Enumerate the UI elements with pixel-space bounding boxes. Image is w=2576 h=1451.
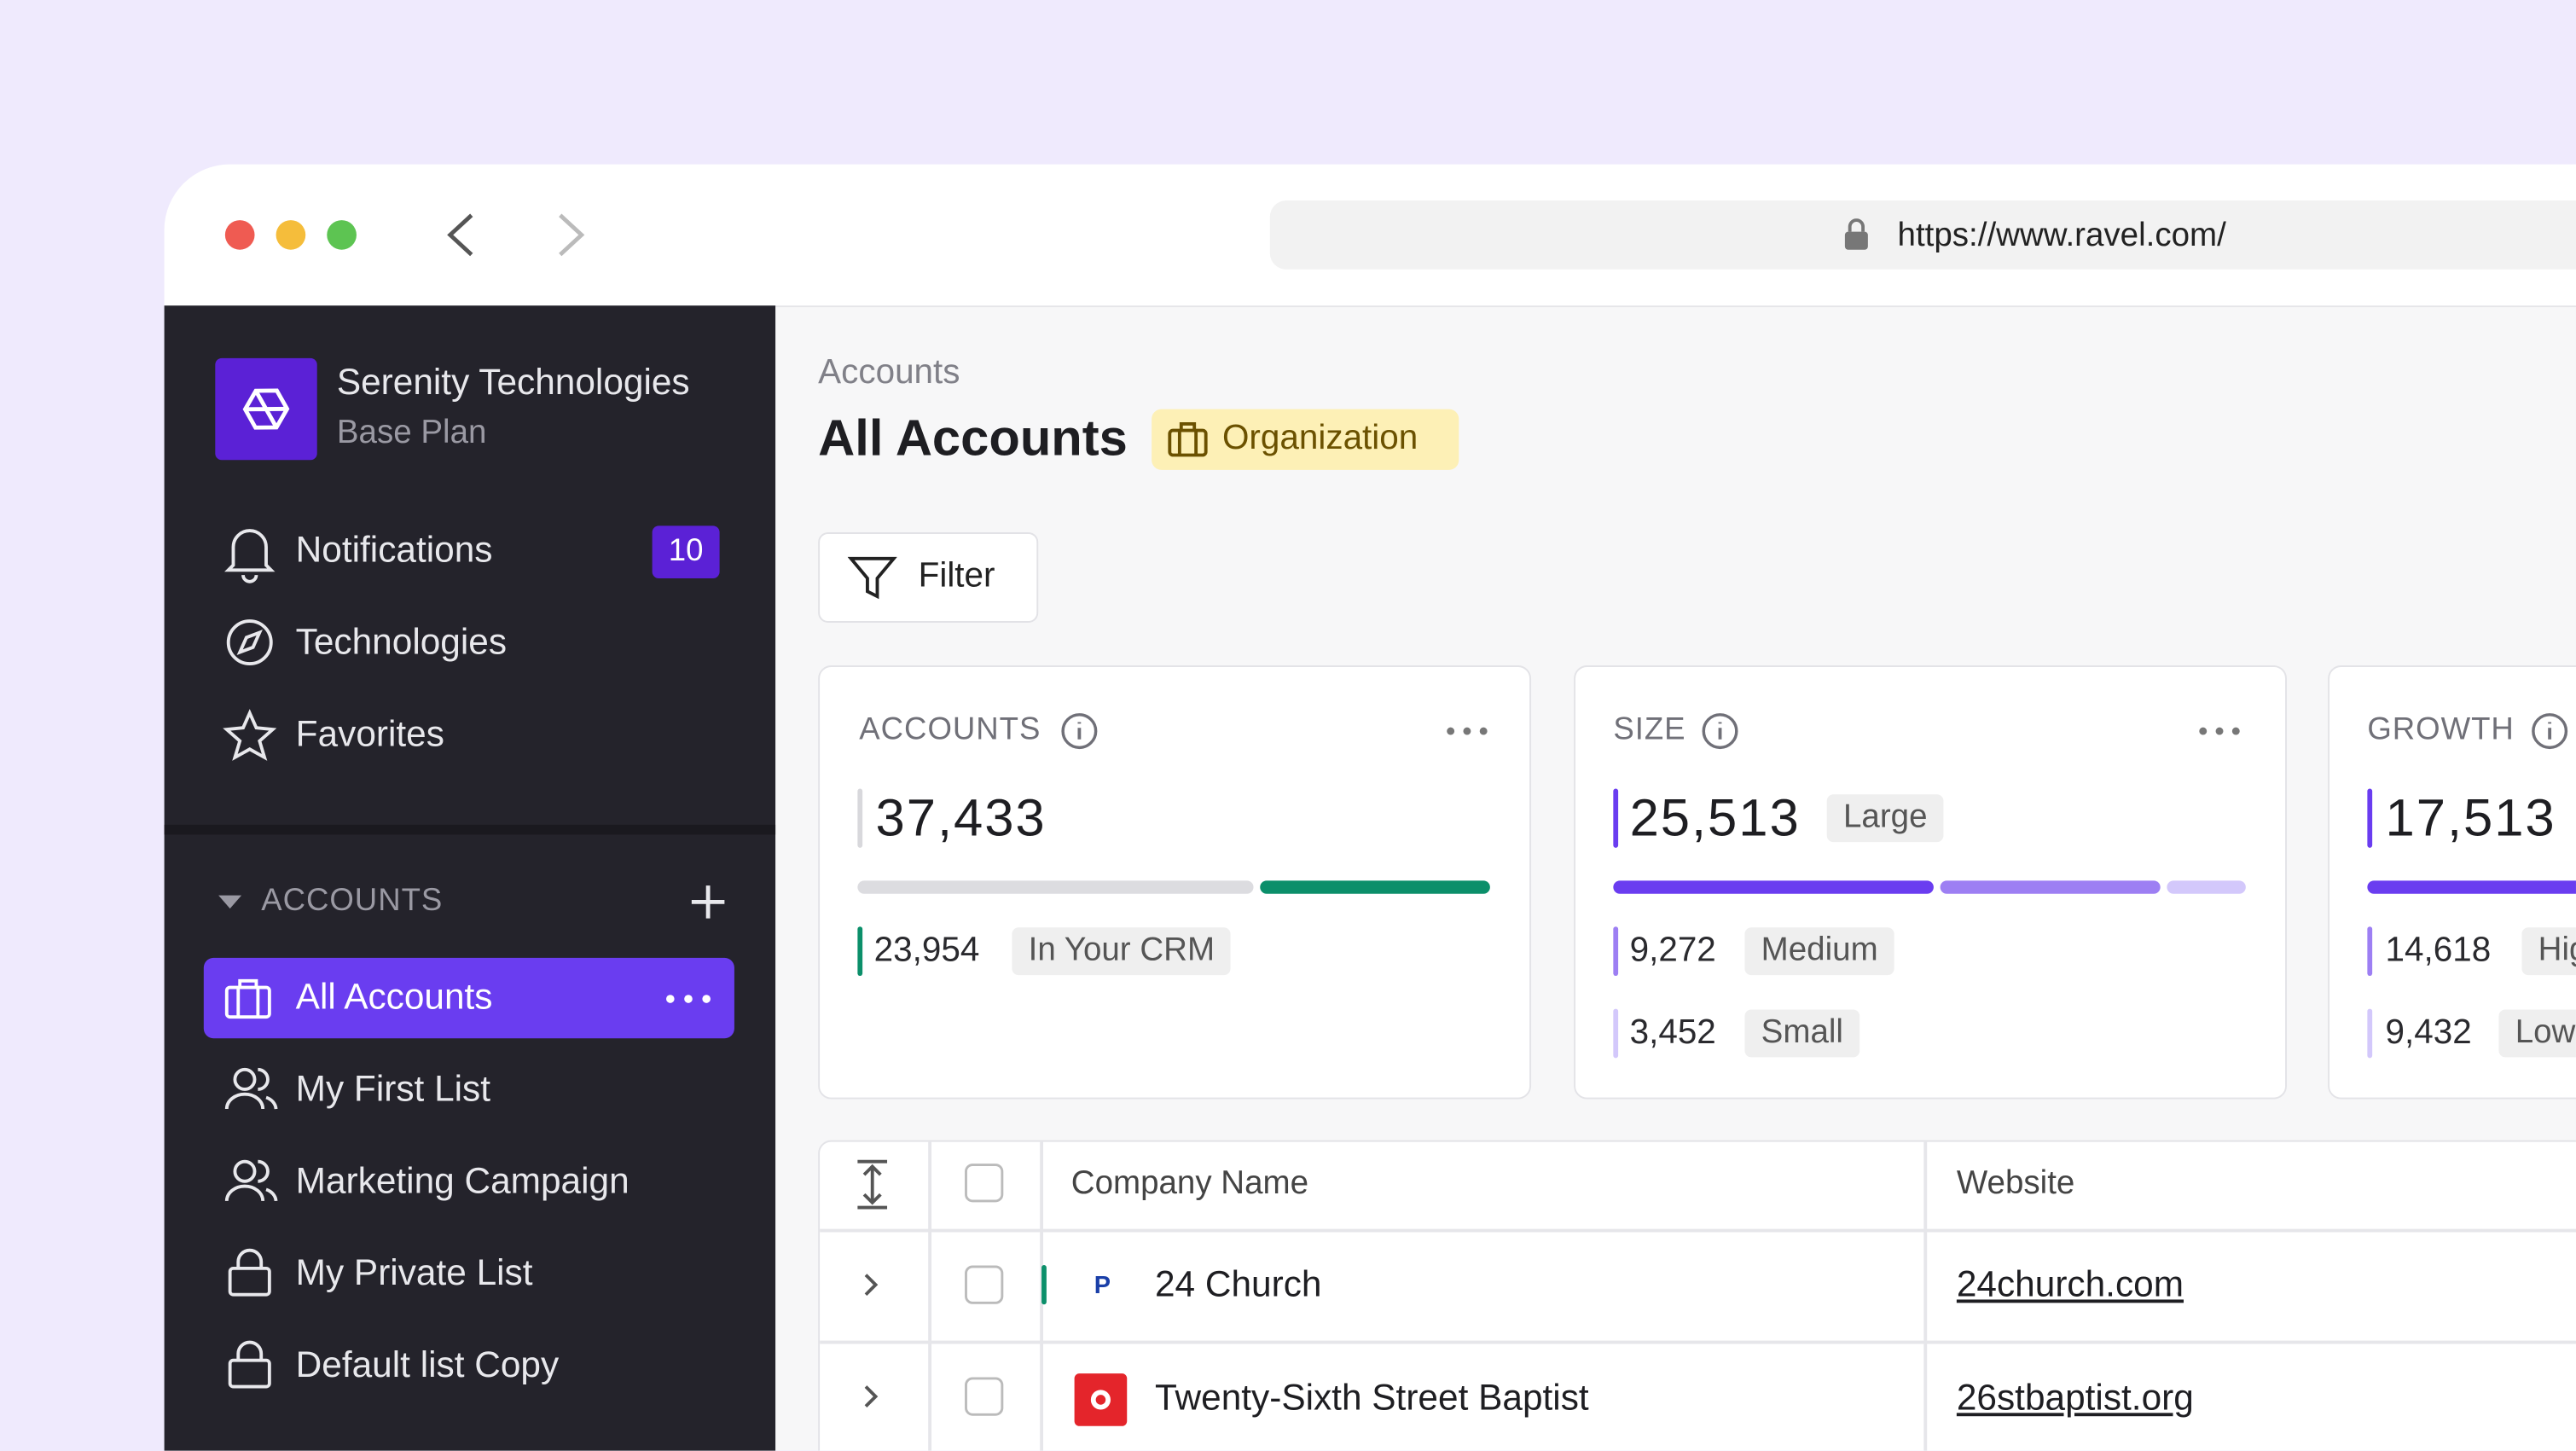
progress bbox=[1260, 880, 1490, 894]
growth-card: GROWTH 17,513 14,618 High 9,432 Low bbox=[2328, 665, 2576, 1100]
progress bbox=[857, 880, 1254, 894]
svg-text:P: P bbox=[1094, 1272, 1111, 1299]
filter-button[interactable] bbox=[818, 532, 1039, 623]
bar-accent bbox=[857, 926, 863, 977]
divider bbox=[164, 824, 776, 835]
row-divider bbox=[820, 1228, 2576, 1233]
list-item[interactable]: Default list Copy bbox=[295, 1344, 560, 1385]
list-item[interactable]: All Accounts bbox=[295, 976, 493, 1018]
bar-accent bbox=[1613, 1008, 1619, 1059]
sidebar bbox=[164, 305, 776, 1451]
breadcrumb[interactable]: Accounts bbox=[818, 353, 960, 392]
list-item[interactable]: My First List bbox=[295, 1067, 491, 1110]
row-tag: Small bbox=[1744, 1009, 1860, 1058]
website-link[interactable]: 26stbaptist.org bbox=[1956, 1376, 2194, 1419]
nav-favorites[interactable]: Favorites bbox=[295, 712, 444, 755]
bar-accent bbox=[1613, 788, 1619, 848]
list-item[interactable]: My Private List bbox=[295, 1251, 533, 1293]
page-title: All Accounts bbox=[818, 409, 1128, 467]
table-icons: P bbox=[857, 1159, 1128, 1426]
col-divider bbox=[1040, 1141, 1044, 1451]
bar-accent bbox=[2367, 926, 2373, 977]
progress bbox=[1613, 880, 1934, 894]
row-value: 3,452 bbox=[1629, 1013, 1716, 1052]
org-logo bbox=[215, 357, 317, 461]
progress bbox=[2167, 880, 2246, 894]
row-tag: High bbox=[2521, 927, 2576, 976]
col-divider bbox=[928, 1141, 932, 1451]
card-label: SIZE bbox=[1613, 712, 1686, 748]
company-name[interactable]: Twenty-Sixth Street Baptist bbox=[1154, 1376, 1589, 1419]
row-value: 23,954 bbox=[873, 932, 980, 970]
accounts-card: ACCOUNTS 37,433 23,954 In Your CRM bbox=[818, 665, 1532, 1100]
nav-technologies[interactable]: Technologies bbox=[295, 621, 508, 663]
card-total: 17,513 bbox=[2385, 787, 2556, 847]
lock-icon bbox=[1844, 218, 1868, 250]
row-tag: Medium bbox=[1744, 927, 1894, 976]
bar-accent bbox=[1613, 926, 1619, 977]
total-tag: Large bbox=[1826, 794, 1944, 843]
nav-notifications[interactable]: Notifications bbox=[295, 529, 493, 571]
col-divider bbox=[1923, 1141, 1928, 1451]
row-value: 14,618 bbox=[2385, 932, 2492, 970]
bar-accent bbox=[857, 788, 863, 848]
row-value: 9,272 bbox=[1629, 932, 1716, 970]
bar-accent bbox=[2367, 788, 2373, 848]
website-link[interactable]: 24church.com bbox=[1956, 1263, 2184, 1305]
url-text: https://www.ravel.com/ bbox=[1897, 218, 2226, 254]
progress bbox=[2367, 880, 2576, 894]
progress bbox=[1940, 880, 2161, 894]
org-name: Serenity Technologies bbox=[336, 361, 690, 403]
bar-accent bbox=[2367, 1008, 2373, 1059]
org-badge-text: Organization bbox=[1221, 419, 1419, 457]
column-header[interactable]: Website bbox=[1956, 1165, 2075, 1202]
card-label: ACCOUNTS bbox=[859, 712, 1041, 748]
plan: Base Plan bbox=[336, 415, 487, 451]
card-total: 37,433 bbox=[875, 787, 1047, 847]
size-card: SIZE 25,513 Large 9,272 Medium 3,452 Sma… bbox=[1574, 665, 2287, 1100]
row-value: 9,432 bbox=[2385, 1013, 2472, 1052]
card-label: GROWTH bbox=[2367, 712, 2515, 748]
sidebar-icons bbox=[218, 529, 725, 1389]
row-tag: In Your CRM bbox=[1012, 927, 1232, 976]
row-divider bbox=[820, 1340, 2576, 1344]
active-list[interactable] bbox=[203, 957, 734, 1039]
row-tag: Low bbox=[2498, 1009, 2576, 1058]
org-badge bbox=[1152, 409, 1459, 470]
url-bar[interactable] bbox=[1269, 200, 2576, 270]
company-name[interactable]: 24 Church bbox=[1154, 1263, 1322, 1305]
card-total: 25,513 bbox=[1629, 787, 1801, 847]
section-header[interactable]: ACCOUNTS bbox=[261, 884, 444, 919]
column-header[interactable]: Company Name bbox=[1070, 1165, 1309, 1202]
filter-label[interactable]: Filter bbox=[918, 556, 995, 595]
notification-badge: 10 bbox=[652, 525, 720, 578]
list-item[interactable]: Marketing Campaign bbox=[295, 1159, 629, 1201]
